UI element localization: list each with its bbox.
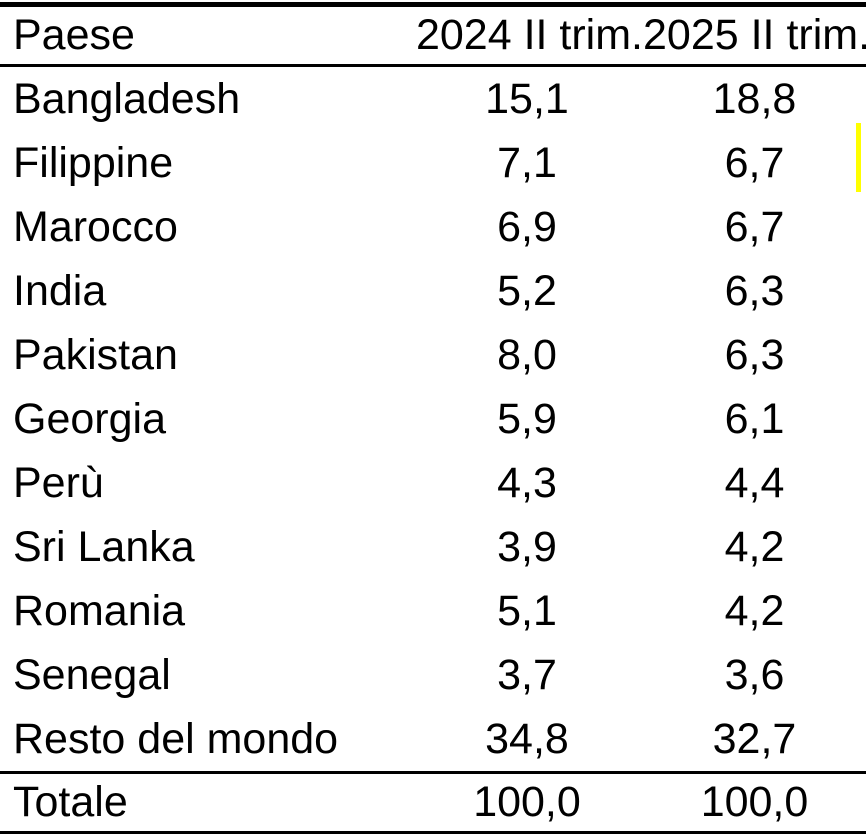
value-2024-cell: 15,1 xyxy=(485,74,569,123)
total-label: Totale xyxy=(0,771,411,833)
value-2024-cell: 6,9 xyxy=(497,202,557,251)
value-2024-cell: 5,1 xyxy=(497,586,557,635)
value-2025-cell: 18,8 xyxy=(712,74,797,123)
table-body: Bangladesh 15,1 18,8 Filippine 7,1 6,7 M… xyxy=(0,66,866,773)
country-name-cell: Bangladesh xyxy=(13,74,241,123)
value-2025-cell: 4,4 xyxy=(724,458,785,507)
col-header-2024-q2: 2024 II trim. xyxy=(411,4,643,67)
value-2025-cell: 4,2 xyxy=(724,586,785,635)
country-name-cell: Sri Lanka xyxy=(13,522,195,571)
total-value-2025: 100,0 xyxy=(643,771,866,833)
value-2025-cell: 6,1 xyxy=(724,394,785,443)
value-2025-cell: 32,7 xyxy=(712,714,797,763)
value-2025-cell: 6,3 xyxy=(724,330,785,379)
value-2024-cell: 5,9 xyxy=(497,394,557,443)
total-value-2024: 100,0 xyxy=(411,771,643,833)
table-row: Sri Lanka 3,9 4,2 xyxy=(0,515,866,579)
table-row: Perù 4,3 4,4 xyxy=(0,451,866,515)
value-2025-cell: 3,6 xyxy=(724,650,785,699)
country-name-cell: Perù xyxy=(13,458,104,507)
value-2025-cell: 6,7 xyxy=(724,202,785,251)
country-name-cell: Senegal xyxy=(13,650,171,699)
table-row: India 5,2 6,3 xyxy=(0,259,866,323)
table-row: Filippine 7,1 6,7 xyxy=(0,131,866,195)
table-row: Pakistan 8,0 6,3 xyxy=(0,323,866,387)
value-2024-cell: 34,8 xyxy=(485,714,569,763)
table-row: Romania 5,1 4,2 xyxy=(0,579,866,643)
table-row: Senegal 3,7 3,6 xyxy=(0,643,866,707)
value-2024-cell: 8,0 xyxy=(497,330,557,379)
col-header-paese: Paese xyxy=(0,4,411,67)
value-2025-cell: 6,7 xyxy=(724,138,785,187)
table-row: Marocco 6,9 6,7 xyxy=(0,195,866,259)
value-2024-cell: 3,7 xyxy=(497,650,557,699)
value-2024-cell: 5,2 xyxy=(497,266,557,315)
country-name-cell: Marocco xyxy=(13,202,178,251)
value-2024-cell: 7,1 xyxy=(497,138,557,187)
table-row: Georgia 5,9 6,1 xyxy=(0,387,866,451)
col-header-2025-q2: 2025 II trim. xyxy=(643,4,866,67)
country-name-cell: Romania xyxy=(13,586,186,635)
header-row: Paese 2024 II trim. 2025 II trim. xyxy=(0,4,866,67)
value-2024-cell: 3,9 xyxy=(497,522,557,571)
total-row: Totale 100,0 100,0 xyxy=(0,771,866,833)
country-name-cell: India xyxy=(13,266,107,315)
table-row: Bangladesh 15,1 18,8 xyxy=(0,66,866,132)
country-name-cell: Filippine xyxy=(13,138,174,187)
table-row: Resto del mondo 34,8 32,7 xyxy=(0,707,866,773)
country-name-cell: Georgia xyxy=(13,394,166,443)
value-2024-cell: 4,3 xyxy=(497,458,557,507)
country-name-cell: Pakistan xyxy=(13,330,178,379)
country-name-cell: Resto del mondo xyxy=(13,714,339,763)
value-2025-cell: 6,3 xyxy=(724,266,785,315)
yellow-highlight-mark xyxy=(856,123,861,192)
value-2025-cell: 4,2 xyxy=(724,522,785,571)
